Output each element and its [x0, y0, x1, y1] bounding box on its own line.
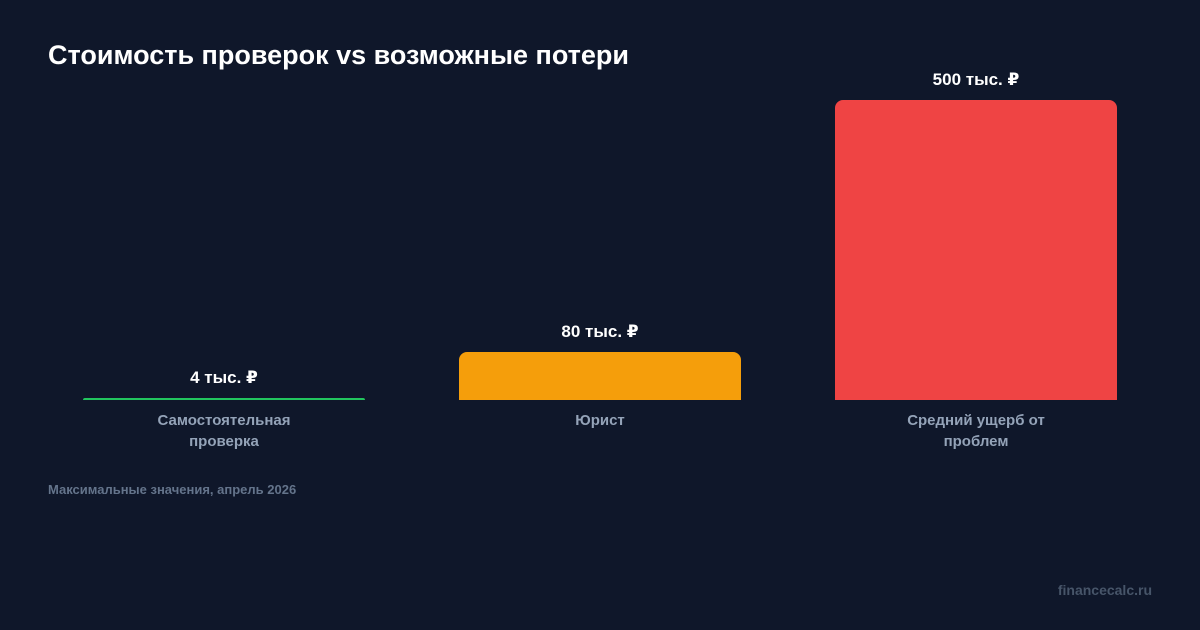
value-label: 80 тыс. ₽ [561, 322, 639, 341]
category-label: Самостоятельная проверка [157, 412, 291, 450]
category-label: Средний ущерб от проблем [907, 412, 1045, 450]
note: Максимальные значения, апрель 2026 [48, 482, 297, 497]
chart-title: Стоимость проверок vs возможные потери [48, 40, 630, 70]
bar [83, 397, 365, 400]
bar [835, 100, 1117, 400]
value-label: 500 тыс. ₽ [932, 70, 1020, 89]
value-label: 4 тыс. ₽ [190, 367, 258, 387]
category-label: Юрист [575, 412, 625, 429]
source: financecalc.ru [1057, 582, 1152, 598]
bar [459, 352, 741, 400]
